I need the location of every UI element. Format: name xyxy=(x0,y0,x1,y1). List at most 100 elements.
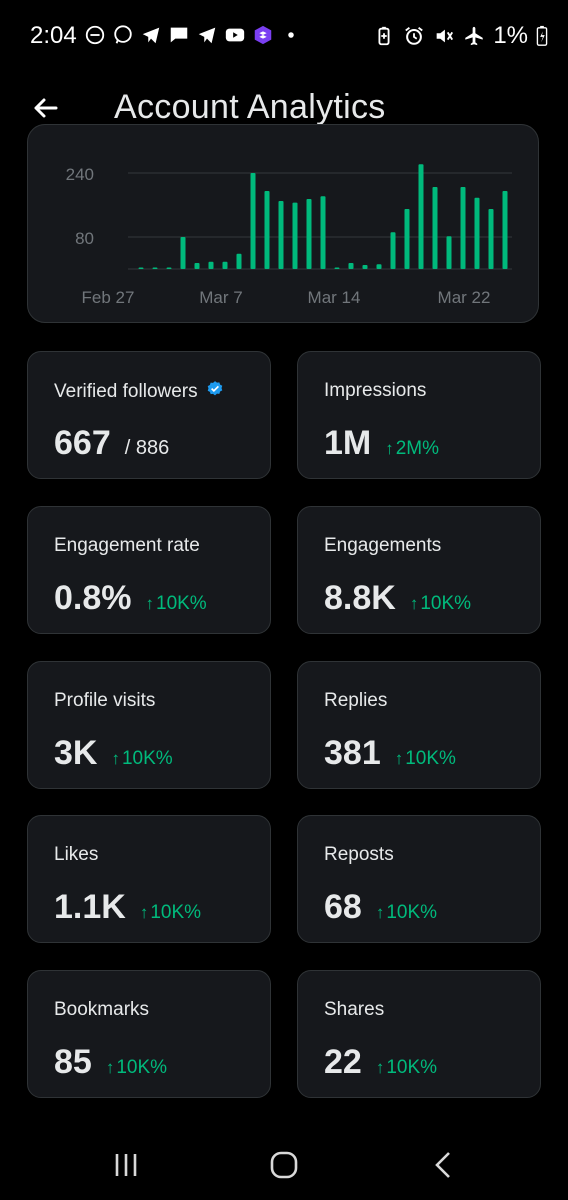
back-button[interactable] xyxy=(26,88,66,128)
arrow-up-icon: ↑ xyxy=(385,439,394,458)
chart-bar[interactable] xyxy=(208,261,214,269)
metric-card-bookmarks[interactable]: Bookmarks 85 ↑ 10K% xyxy=(27,970,271,1098)
chart-bar[interactable] xyxy=(376,264,382,269)
chart-bar[interactable] xyxy=(152,267,158,270)
chart-bar[interactable] xyxy=(348,263,354,269)
metric-value-row: 8.8K ↑ 10K% xyxy=(324,579,471,618)
metric-change: ↑ 10K% xyxy=(140,902,201,924)
chart-bar[interactable] xyxy=(320,196,326,269)
metric-change: ↑ 2M% xyxy=(385,438,439,460)
chart-bar[interactable] xyxy=(362,265,368,269)
chart-bar[interactable] xyxy=(334,267,340,270)
arrow-up-icon: ↑ xyxy=(111,749,120,768)
metric-total: / 886 xyxy=(124,437,170,459)
telegram-icon xyxy=(140,24,162,46)
chart-bar[interactable] xyxy=(404,209,410,269)
metric-value: 1M xyxy=(324,424,372,462)
arrow-up-icon: ↑ xyxy=(105,1058,115,1077)
chart-bar[interactable] xyxy=(432,187,438,269)
metric-label: Engagements xyxy=(324,535,441,557)
chart-bar[interactable] xyxy=(418,164,424,269)
chart-bar[interactable] xyxy=(236,253,242,269)
impressions-chart: 240 80 Feb 27 Mar 7 Mar 14 Mar 22 xyxy=(66,164,512,307)
app-icon xyxy=(252,24,274,46)
system-nav-bar xyxy=(0,1130,568,1200)
metric-change-text: 10K% xyxy=(386,902,438,923)
metric-value-row: 1.1K ↑ 10K% xyxy=(54,888,201,927)
metric-value-row: 22 ↑ 10K% xyxy=(324,1043,437,1082)
chart-bar[interactable] xyxy=(446,236,452,269)
metric-value: 85 xyxy=(54,1043,92,1081)
metric-card-engagement-rate[interactable]: Engagement rate 0.8% ↑ 10K% xyxy=(27,506,271,634)
page-title: Account Analytics xyxy=(114,88,386,126)
chart-bar[interactable] xyxy=(250,173,256,269)
home-icon xyxy=(270,1151,298,1179)
metric-value: 0.8% xyxy=(54,579,132,617)
do-not-disturb-icon xyxy=(84,24,106,46)
chart-bar[interactable] xyxy=(166,267,172,270)
metric-change: ↑ 10K% xyxy=(106,1057,167,1079)
metric-value: 381 xyxy=(324,734,381,772)
metric-card-likes[interactable]: Likes 1.1K ↑ 10K% xyxy=(27,815,271,943)
metric-label: Verified followers xyxy=(54,380,224,404)
metric-change: ↑ 10K% xyxy=(410,593,471,615)
chart-bar[interactable] xyxy=(306,199,312,269)
metric-label-text: Impressions xyxy=(324,380,427,401)
metric-label-text: Profile visits xyxy=(54,690,156,711)
chart-bar[interactable] xyxy=(180,237,186,269)
arrow-up-icon: ↑ xyxy=(145,594,155,613)
metric-change-text: 10K% xyxy=(121,748,173,769)
metric-card-impressions[interactable]: Impressions 1M ↑ 2M% xyxy=(297,351,541,479)
metric-label: Reposts xyxy=(324,844,394,866)
recent-apps-button[interactable] xyxy=(106,1148,146,1182)
chart-bar[interactable] xyxy=(278,201,284,269)
metric-card-reposts[interactable]: Reposts 68 ↑ 10K% xyxy=(297,815,541,943)
youtube-icon xyxy=(224,24,246,46)
metric-card-shares[interactable]: Shares 22 ↑ 10K% xyxy=(297,970,541,1098)
metric-card-profile-visits[interactable]: Profile visits 3K ↑ 10K% xyxy=(27,661,271,789)
metric-label-text: Bookmarks xyxy=(54,999,150,1020)
metric-label-text: Replies xyxy=(324,690,388,711)
chart-bar[interactable] xyxy=(264,191,270,269)
chart-bar[interactable] xyxy=(222,261,228,269)
chart-bar[interactable] xyxy=(390,232,396,269)
x-tick-label: Feb 27 xyxy=(82,288,135,307)
metric-label: Impressions xyxy=(324,380,426,402)
nav-back-button[interactable] xyxy=(424,1148,464,1182)
metric-change: ↑ 10K% xyxy=(111,748,172,770)
message-icon xyxy=(168,24,190,46)
metric-change: ↑ 10K% xyxy=(146,593,207,615)
battery-charging-icon xyxy=(536,25,548,47)
metric-label: Likes xyxy=(54,844,98,866)
chart-bar[interactable] xyxy=(488,209,494,269)
metric-card-verified-followers[interactable]: Verified followers 667 / 886 xyxy=(27,351,271,479)
chart-bar[interactable] xyxy=(502,191,508,269)
metric-change-text: 10K% xyxy=(420,593,472,614)
metric-label-text: Likes xyxy=(54,844,99,865)
telegram-icon xyxy=(196,24,218,46)
chart-bar[interactable] xyxy=(194,263,200,269)
arrow-up-icon: ↑ xyxy=(375,903,385,922)
whatsapp-icon xyxy=(112,24,134,46)
metric-value-row: 85 ↑ 10K% xyxy=(54,1043,167,1082)
metric-card-replies[interactable]: Replies 381 ↑ 10K% xyxy=(297,661,541,789)
app-header: Account Analytics xyxy=(0,76,568,148)
home-button[interactable] xyxy=(264,1148,304,1182)
dot-icon xyxy=(280,24,302,46)
arrow-up-icon: ↑ xyxy=(409,594,419,613)
metric-change-text: 2M% xyxy=(395,438,440,459)
y-tick-label: 240 xyxy=(66,165,94,184)
alarm-icon xyxy=(403,25,425,47)
vibrate-off-icon xyxy=(433,25,455,47)
verified-badge-icon xyxy=(206,380,224,404)
metric-label-text: Shares xyxy=(324,999,385,1020)
metric-value: 8.8K xyxy=(324,579,396,617)
chart-bar[interactable] xyxy=(292,202,298,269)
chart-bar[interactable] xyxy=(138,267,144,270)
metric-card-engagements[interactable]: Engagements 8.8K ↑ 10K% xyxy=(297,506,541,634)
arrow-up-icon: ↑ xyxy=(139,903,149,922)
chart-bar[interactable] xyxy=(474,197,480,269)
chart-bar[interactable] xyxy=(460,187,466,269)
metric-value-row: 68 ↑ 10K% xyxy=(324,888,437,927)
arrow-up-icon: ↑ xyxy=(375,1058,385,1077)
